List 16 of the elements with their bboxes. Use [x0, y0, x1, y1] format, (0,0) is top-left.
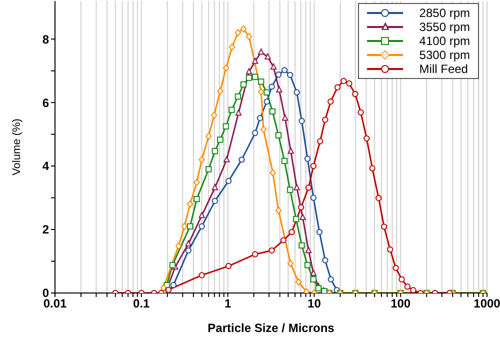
y-tick-label: 2 [42, 222, 50, 237]
y-tick-label: 8 [42, 32, 50, 46]
x-tick-label: 1000 [474, 296, 500, 311]
y-axis-title: Volume (%) [10, 118, 23, 176]
y-tick-label: 6 [42, 96, 50, 110]
x-tick-label: 1 [224, 296, 232, 311]
x-tick-label: 100 [390, 296, 411, 311]
legend-label: 3550 rpm [419, 20, 470, 34]
x-tick-label: 10 [308, 296, 322, 311]
legend-label: 4100 rpm [419, 34, 470, 48]
legend-label: 2850 rpm [419, 6, 470, 20]
y-tick-label: 4 [42, 159, 50, 174]
x-axis-title: Particle Size / Microns [208, 321, 335, 335]
legend-label: Mill Feed [419, 62, 468, 76]
x-tick-label: 0.1 [133, 296, 150, 311]
legend-label: 5300 rpm [419, 48, 470, 62]
